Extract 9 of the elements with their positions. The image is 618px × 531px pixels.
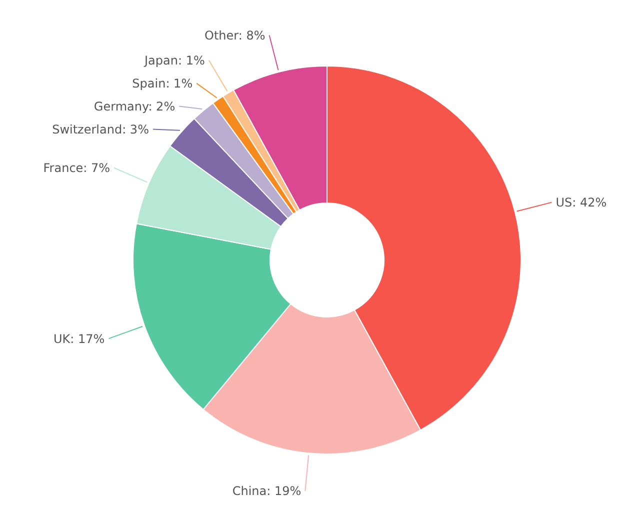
slice-label: Germany: 2% [94,100,176,114]
slice-label: Other: 8% [204,28,266,42]
slice-label: China: 19% [232,484,302,498]
slice-label: Switzerland: 3% [52,122,149,137]
slice-label: France: 7% [43,161,110,176]
slice-label: Spain: 1% [132,76,193,91]
slice-label: Japan: 1% [144,54,205,68]
slice-label: UK: 17% [54,332,105,346]
slice-label: US: 42% [556,196,607,210]
